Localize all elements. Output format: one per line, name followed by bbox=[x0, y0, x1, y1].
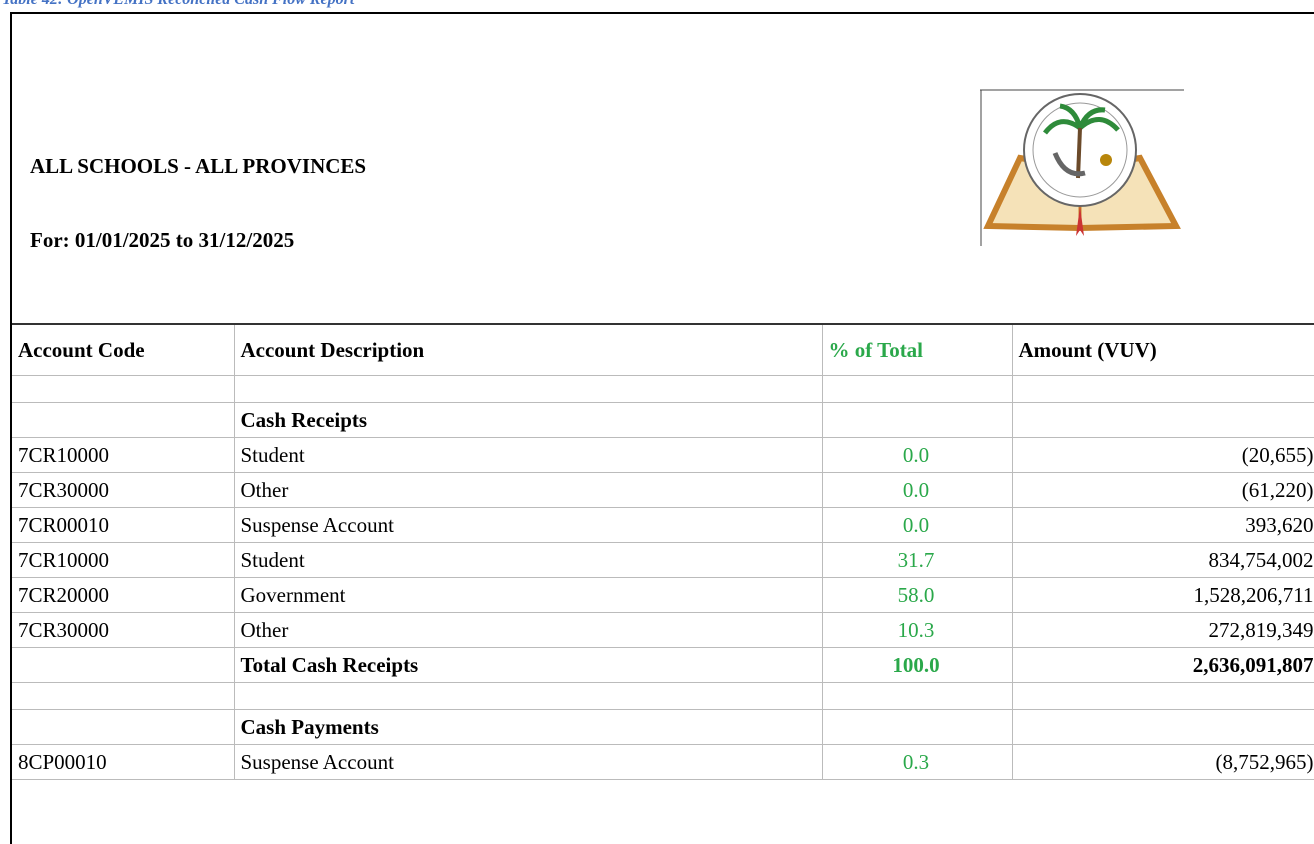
amount: 834,754,002 bbox=[1011, 542, 1314, 578]
amount: 2,636,091,807 bbox=[1011, 647, 1314, 683]
account-description: Suspense Account bbox=[233, 744, 823, 780]
account-description bbox=[233, 682, 823, 710]
account-description: Cash Payments bbox=[233, 709, 823, 745]
account-description: Student bbox=[233, 542, 823, 578]
column-header: Amount (VUV) bbox=[1011, 323, 1314, 376]
table-row: Cash Receipts bbox=[12, 402, 1314, 438]
percent-of-total: 58.0 bbox=[821, 577, 1013, 613]
table-row: 7CR30000 Other 10.3 272,819,349 bbox=[12, 612, 1314, 648]
table-row: 7CR00010 Suspense Account 0.0 393,620 bbox=[12, 507, 1314, 543]
report-period: For: 01/01/2025 to 31/12/2025 bbox=[30, 228, 295, 252]
account-description: Student bbox=[233, 437, 823, 473]
percent-of-total: 10.3 bbox=[821, 612, 1013, 648]
table-row: 7CR10000 Student 0.0 (20,655) bbox=[12, 437, 1314, 473]
percent-of-total: 0.0 bbox=[821, 507, 1013, 543]
percent-of-total: 100.0 bbox=[821, 647, 1013, 683]
account-description: Government bbox=[233, 577, 823, 613]
percent-of-total bbox=[821, 682, 1013, 710]
report-frame: ALL SCHOOLS - ALL PROVINCES For: 01/01/2… bbox=[10, 12, 1314, 844]
amount: 393,620 bbox=[1011, 507, 1314, 543]
column-header: Account Description bbox=[233, 323, 823, 376]
account-description: Suspense Account bbox=[233, 507, 823, 543]
report-title: ALL SCHOOLS - ALL PROVINCES bbox=[30, 154, 367, 178]
table-row: 7CR30000 Other 0.0 (61,220) bbox=[12, 472, 1314, 508]
account-code: 7CR30000 bbox=[12, 472, 235, 508]
account-code: 7CR00010 bbox=[12, 507, 235, 543]
percent-of-total: 0.3 bbox=[821, 744, 1013, 780]
percent-of-total bbox=[821, 402, 1013, 438]
account-description: Other bbox=[233, 612, 823, 648]
account-code bbox=[12, 682, 235, 710]
percent-of-total bbox=[821, 375, 1013, 403]
account-code bbox=[12, 375, 235, 403]
account-description: Cash Receipts bbox=[233, 402, 823, 438]
account-description: Total Cash Receipts bbox=[233, 647, 823, 683]
account-code: 7CR10000 bbox=[12, 542, 235, 578]
header-row: Account Code Account Description% of Tota… bbox=[12, 323, 1314, 376]
amount bbox=[1011, 402, 1314, 438]
account-code bbox=[12, 647, 235, 683]
caption: Table 42: OpenVEMIS Reconciled Cash Flow… bbox=[2, 0, 354, 9]
column-header: % of Total bbox=[821, 323, 1013, 376]
account-code bbox=[12, 402, 235, 438]
table-row: 8CP00010 Suspense Account 0.3 (8,752,965) bbox=[12, 744, 1314, 780]
cash-flow-table: Account Code Account Description% of Tota… bbox=[12, 323, 1314, 780]
percent-of-total: 0.0 bbox=[821, 472, 1013, 508]
table-row bbox=[12, 375, 1314, 403]
table-row bbox=[12, 682, 1314, 710]
account-description: Other bbox=[233, 472, 823, 508]
amount: 1,528,206,711 bbox=[1011, 577, 1314, 613]
amount bbox=[1011, 709, 1314, 745]
percent-of-total: 0.0 bbox=[821, 437, 1013, 473]
table-row: Cash Payments bbox=[12, 709, 1314, 745]
account-code bbox=[12, 709, 235, 745]
table-row: 7CR10000 Student 31.7 834,754,002 bbox=[12, 542, 1314, 578]
account-code: 7CR10000 bbox=[12, 437, 235, 473]
account-description bbox=[233, 375, 823, 403]
account-code: 7CR30000 bbox=[12, 612, 235, 648]
percent-of-total: 31.7 bbox=[821, 542, 1013, 578]
amount bbox=[1011, 375, 1314, 403]
amount bbox=[1011, 682, 1314, 710]
table-row: 7CR20000 Government 58.0 1,528,206,711 bbox=[12, 577, 1314, 613]
account-code: 8CP00010 bbox=[12, 744, 235, 780]
column-header: Account Code bbox=[12, 323, 235, 376]
amount: (20,655) bbox=[1011, 437, 1314, 473]
logo bbox=[980, 89, 1184, 246]
amount: (61,220) bbox=[1011, 472, 1314, 508]
percent-of-total bbox=[821, 709, 1013, 745]
account-code: 7CR20000 bbox=[12, 577, 235, 613]
table-row: Total Cash Receipts 100.0 2,636,091,807 bbox=[12, 647, 1314, 683]
amount: 272,819,349 bbox=[1011, 612, 1314, 648]
amount: (8,752,965) bbox=[1011, 744, 1314, 780]
